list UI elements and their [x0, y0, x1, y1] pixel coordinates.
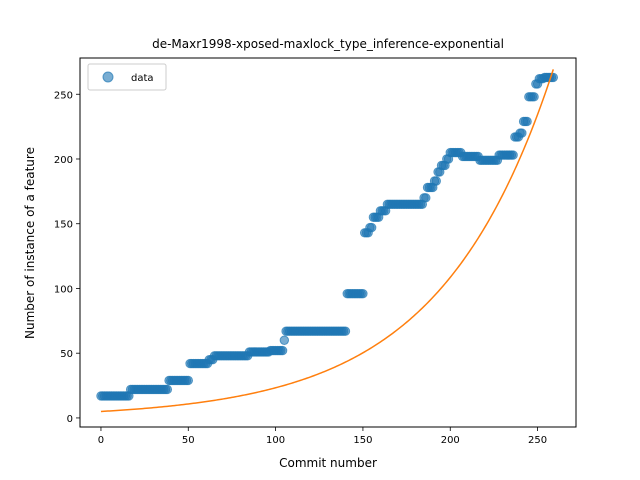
x-tick-label: 150: [353, 435, 372, 446]
y-tick-label: 100: [54, 284, 73, 295]
legend-entry-data: data: [131, 73, 154, 84]
x-axis-label: Commit number: [279, 456, 377, 470]
data-point: [280, 336, 288, 344]
data-point: [163, 385, 171, 393]
y-tick-label: 50: [60, 349, 73, 360]
data-point: [341, 327, 349, 335]
fit-line: [101, 69, 553, 411]
data-point: [509, 151, 517, 159]
x-tick-label: 50: [182, 435, 195, 446]
data-point: [518, 129, 526, 137]
chart-title: de-Maxr1998-xposed-maxlock_type_inferenc…: [152, 37, 504, 51]
data-point: [367, 223, 375, 231]
x-tick-label: 100: [266, 435, 285, 446]
legend-marker: [103, 72, 113, 82]
x-tick-label: 0: [98, 435, 104, 446]
data-point: [359, 289, 367, 297]
legend: data: [88, 64, 166, 90]
y-tick-label: 150: [54, 220, 73, 231]
plot-area: 0 50 100 150 200 250 0 50 100 150 200 250: [54, 58, 576, 446]
data-point: [432, 177, 440, 185]
legend-box: [88, 64, 166, 90]
data-point: [530, 93, 538, 101]
y-axis-label: Number of instance of a feature: [23, 147, 37, 339]
data-point: [422, 194, 430, 202]
axes-frame: [80, 58, 576, 427]
data-point: [278, 346, 286, 354]
data-point: [184, 376, 192, 384]
x-tick-label: 250: [528, 435, 547, 446]
y-tick-label: 200: [54, 155, 73, 166]
data-point: [523, 117, 531, 125]
y-tick-label: 0: [67, 414, 73, 425]
y-tick-label: 250: [54, 90, 73, 101]
x-tick-label: 200: [441, 435, 460, 446]
